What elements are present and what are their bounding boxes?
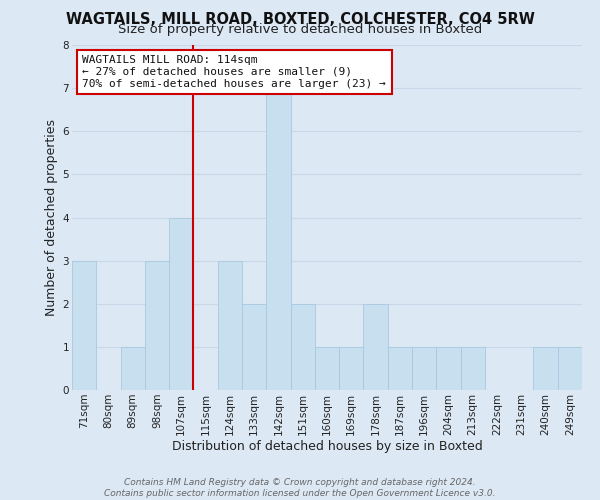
X-axis label: Distribution of detached houses by size in Boxted: Distribution of detached houses by size …: [172, 440, 482, 454]
Text: WAGTAILS MILL ROAD: 114sqm
← 27% of detached houses are smaller (9)
70% of semi-: WAGTAILS MILL ROAD: 114sqm ← 27% of deta…: [82, 56, 386, 88]
Bar: [339, 347, 364, 390]
Bar: [218, 260, 242, 390]
Bar: [121, 347, 145, 390]
Bar: [315, 347, 339, 390]
Bar: [388, 347, 412, 390]
Bar: [412, 347, 436, 390]
Bar: [242, 304, 266, 390]
Bar: [290, 304, 315, 390]
Bar: [558, 347, 582, 390]
Y-axis label: Number of detached properties: Number of detached properties: [46, 119, 58, 316]
Bar: [533, 347, 558, 390]
Bar: [461, 347, 485, 390]
Text: Size of property relative to detached houses in Boxted: Size of property relative to detached ho…: [118, 24, 482, 36]
Bar: [364, 304, 388, 390]
Bar: [169, 218, 193, 390]
Text: WAGTAILS, MILL ROAD, BOXTED, COLCHESTER, CO4 5RW: WAGTAILS, MILL ROAD, BOXTED, COLCHESTER,…: [65, 12, 535, 28]
Text: Contains HM Land Registry data © Crown copyright and database right 2024.
Contai: Contains HM Land Registry data © Crown c…: [104, 478, 496, 498]
Bar: [145, 260, 169, 390]
Bar: [436, 347, 461, 390]
Bar: [266, 88, 290, 390]
Bar: [72, 260, 96, 390]
